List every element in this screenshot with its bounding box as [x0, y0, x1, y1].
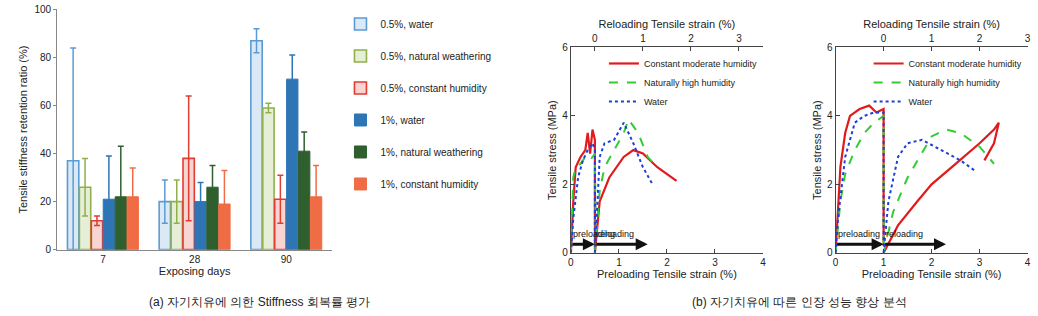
svg-text:0: 0 [592, 33, 598, 44]
svg-text:4: 4 [1025, 257, 1031, 268]
svg-text:Constant moderate humidity: Constant moderate humidity [909, 59, 1022, 69]
svg-text:0: 0 [833, 257, 839, 268]
svg-text:1: 1 [881, 257, 887, 268]
svg-text:3: 3 [736, 33, 742, 44]
svg-text:0: 0 [568, 257, 574, 268]
svg-text:(a) 자기치유에 의한 Stiffness 회복률 평가: (a) 자기치유에 의한 Stiffness 회복률 평가 [149, 295, 370, 309]
svg-text:1: 1 [616, 257, 622, 268]
svg-text:Tensile stiffness retention ra: Tensile stiffness retention ratio (%) [17, 46, 29, 214]
svg-text:4: 4 [760, 257, 766, 268]
svg-text:60: 60 [40, 100, 52, 111]
svg-text:1%, constant humidity: 1%, constant humidity [380, 179, 478, 190]
svg-text:40: 40 [40, 148, 52, 159]
svg-text:preloading: preloading [573, 229, 615, 239]
svg-text:6: 6 [827, 42, 833, 53]
svg-text:Water: Water [644, 97, 668, 107]
svg-text:3: 3 [712, 257, 718, 268]
svg-text:2: 2 [562, 179, 568, 190]
svg-text:2: 2 [664, 257, 670, 268]
svg-text:1: 1 [929, 33, 935, 44]
svg-text:80: 80 [40, 52, 52, 63]
svg-text:3: 3 [1025, 33, 1031, 44]
svg-text:Naturally high humidity: Naturally high humidity [644, 78, 736, 88]
svg-text:preloading: preloading [838, 229, 880, 239]
svg-text:0: 0 [881, 33, 887, 44]
svg-text:100: 100 [34, 4, 51, 15]
svg-text:Reloading Tensile strain (%): Reloading Tensile strain (%) [863, 18, 1000, 30]
svg-text:0.5%, water: 0.5%, water [380, 19, 433, 30]
svg-text:Water: Water [909, 97, 933, 107]
svg-text:Constant moderate humidity: Constant moderate humidity [644, 59, 757, 69]
svg-text:Preloading Tensile strain (%): Preloading Tensile strain (%) [862, 268, 1002, 280]
svg-text:0: 0 [562, 247, 568, 258]
svg-text:Tensile stress (MPa): Tensile stress (MPa) [546, 100, 558, 200]
svg-text:3: 3 [977, 257, 983, 268]
svg-text:Naturally high humidity: Naturally high humidity [909, 78, 1001, 88]
svg-text:Exposing days: Exposing days [159, 265, 231, 277]
svg-text:2: 2 [688, 33, 694, 44]
svg-text:4: 4 [562, 110, 568, 121]
svg-text:reloading: reloading [886, 229, 923, 239]
svg-text:2: 2 [929, 257, 935, 268]
svg-text:0: 0 [827, 247, 833, 258]
svg-text:28: 28 [189, 254, 201, 265]
svg-text:(b) 자기치유에 따른 인장 성능 향상 분석: (b) 자기치유에 따른 인장 성능 향상 분석 [692, 295, 907, 309]
svg-text:2: 2 [977, 33, 983, 44]
svg-text:1%, water: 1%, water [380, 115, 425, 126]
svg-text:0: 0 [46, 244, 52, 255]
svg-text:Reloading Tensile strain (%): Reloading Tensile strain (%) [599, 18, 736, 30]
svg-text:0.5%, natural weathering: 0.5%, natural weathering [380, 51, 491, 62]
svg-text:2: 2 [827, 179, 833, 190]
svg-text:4: 4 [827, 110, 833, 121]
svg-text:6: 6 [562, 42, 568, 53]
svg-text:Preloading Tensile strain (%): Preloading Tensile strain (%) [597, 268, 737, 280]
svg-text:7: 7 [100, 254, 106, 265]
svg-text:90: 90 [281, 254, 293, 265]
svg-text:reloading: reloading [597, 229, 634, 239]
svg-text:Tensile stress (MPa): Tensile stress (MPa) [811, 100, 823, 200]
svg-text:1: 1 [640, 33, 646, 44]
svg-text:0.5%, constant humidity: 0.5%, constant humidity [380, 83, 486, 94]
svg-text:20: 20 [40, 196, 52, 207]
svg-text:1%, natural weathering: 1%, natural weathering [380, 147, 482, 158]
